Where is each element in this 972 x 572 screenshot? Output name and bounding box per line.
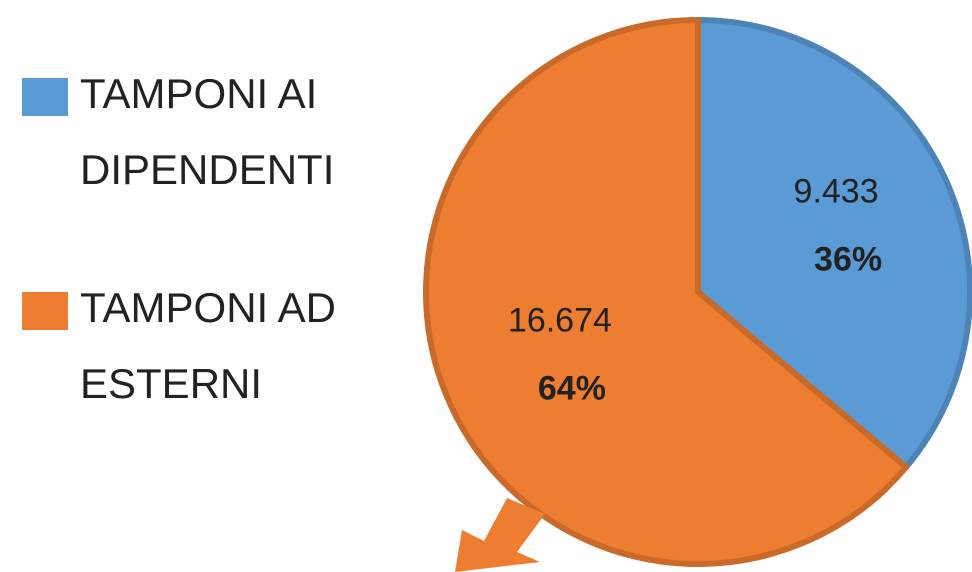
legend-item: TAMPONI AI DIPENDENTI xyxy=(22,70,410,208)
legend-swatch xyxy=(22,78,68,116)
pie-slice xyxy=(695,17,972,471)
legend-swatch xyxy=(22,292,68,330)
data-label: 64% xyxy=(538,369,606,407)
arrow xyxy=(455,498,545,572)
legend-item: TAMPONI AD ESTERNI xyxy=(22,284,410,422)
data-label: 16.674 xyxy=(508,301,612,339)
legend-label: TAMPONI AI DIPENDENTI xyxy=(80,70,335,193)
data-label: 36% xyxy=(814,241,882,279)
legend-label: TAMPONI AD ESTERNI xyxy=(80,284,336,407)
pie-slice xyxy=(423,17,910,567)
data-label: 9.433 xyxy=(794,173,879,211)
